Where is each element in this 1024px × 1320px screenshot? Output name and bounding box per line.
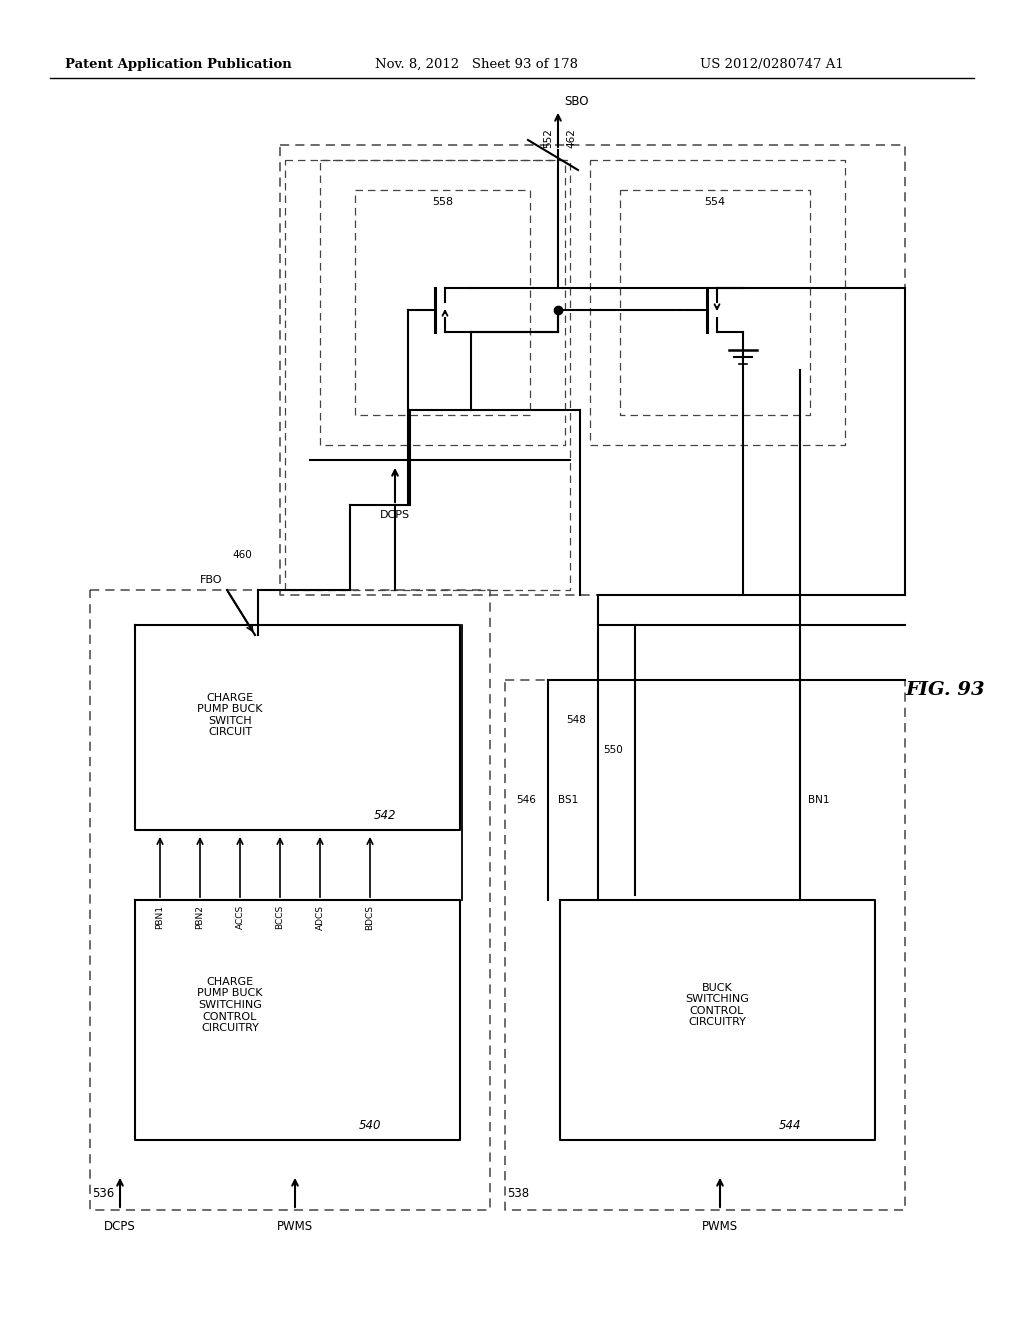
- Text: PWMS: PWMS: [276, 1220, 313, 1233]
- Text: US 2012/0280747 A1: US 2012/0280747 A1: [700, 58, 844, 71]
- Text: BCCS: BCCS: [275, 906, 285, 929]
- Text: 544: 544: [778, 1119, 801, 1133]
- Text: Nov. 8, 2012   Sheet 93 of 178: Nov. 8, 2012 Sheet 93 of 178: [375, 58, 578, 71]
- Text: 550: 550: [603, 744, 623, 755]
- Text: 548: 548: [566, 715, 586, 725]
- Text: 542: 542: [374, 809, 396, 822]
- Text: PBN2: PBN2: [196, 906, 205, 929]
- Text: DCPS: DCPS: [380, 510, 410, 520]
- Text: 546: 546: [516, 795, 536, 805]
- Text: BS1: BS1: [558, 795, 579, 805]
- Text: 540: 540: [358, 1119, 381, 1133]
- Text: 552: 552: [543, 128, 553, 148]
- Text: CHARGE
PUMP BUCK
SWITCHING
CONTROL
CIRCUITRY: CHARGE PUMP BUCK SWITCHING CONTROL CIRCU…: [198, 977, 263, 1034]
- Text: FBO: FBO: [200, 576, 222, 585]
- Text: BN1: BN1: [808, 795, 829, 805]
- Text: ACCS: ACCS: [236, 906, 245, 929]
- Text: SBO: SBO: [564, 95, 589, 108]
- Text: 536: 536: [92, 1187, 115, 1200]
- Text: FIG. 93: FIG. 93: [905, 681, 985, 700]
- Text: BDCS: BDCS: [366, 906, 375, 931]
- Text: 554: 554: [705, 197, 726, 207]
- Text: Patent Application Publication: Patent Application Publication: [65, 58, 292, 71]
- Text: CHARGE
PUMP BUCK
SWITCH
CIRCUIT: CHARGE PUMP BUCK SWITCH CIRCUIT: [198, 693, 263, 738]
- Text: 460: 460: [232, 550, 252, 560]
- Text: 462: 462: [566, 128, 575, 148]
- Text: PBN1: PBN1: [156, 906, 165, 929]
- Text: DCPS: DCPS: [104, 1220, 136, 1233]
- Text: 558: 558: [432, 197, 454, 207]
- Text: BUCK
SWITCHING
CONTROL
CIRCUITRY: BUCK SWITCHING CONTROL CIRCUITRY: [685, 982, 749, 1027]
- Text: PWMS: PWMS: [701, 1220, 738, 1233]
- Text: 538: 538: [507, 1187, 529, 1200]
- Text: ADCS: ADCS: [315, 906, 325, 931]
